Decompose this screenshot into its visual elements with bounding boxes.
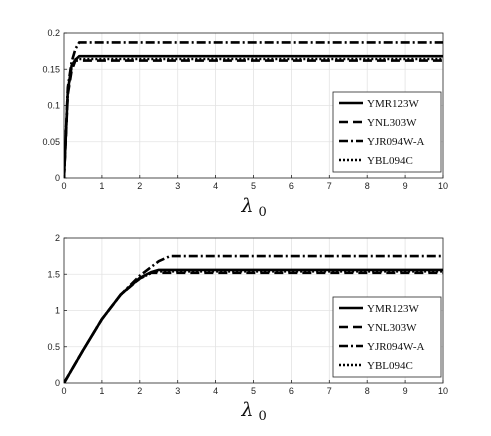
legend-label-YBL094C: YBL094C xyxy=(367,360,413,372)
series-line-YBL094C xyxy=(64,270,443,383)
x-tick-label: 3 xyxy=(175,386,180,396)
legend-box xyxy=(332,91,442,173)
y-tick-label: 0.2 xyxy=(47,28,60,38)
series-line-YNL303W xyxy=(64,59,443,178)
x-axis-label-subscript: 0 xyxy=(259,409,267,424)
x-tick-label: 8 xyxy=(365,181,370,191)
legend: YMR123W YNL303W YJR094W-A YBL094C xyxy=(332,296,442,378)
x-tick-label: 4 xyxy=(213,181,218,191)
x-tick-label: 0 xyxy=(61,181,66,191)
y-tick-label: 1 xyxy=(55,306,60,316)
y-tick-label: 0.15 xyxy=(42,64,60,74)
series-line-YBL094C xyxy=(64,57,443,178)
legend-box xyxy=(332,296,442,378)
x-tick-label: 2 xyxy=(137,386,142,396)
y-tick-label: 0.05 xyxy=(42,137,60,147)
x-axis-label: λ xyxy=(240,399,253,421)
x-tick-label: 8 xyxy=(365,386,370,396)
x-tick-label: 7 xyxy=(327,181,332,191)
legend-label-YJR094W-A: YJR094W-A xyxy=(367,341,425,353)
x-axis-label-subscript: 0 xyxy=(259,205,267,220)
x-tick-label: 0 xyxy=(61,386,66,396)
x-tick-label: 10 xyxy=(438,386,448,396)
x-tick-label: 1 xyxy=(99,386,104,396)
x-tick-label: 10 xyxy=(438,181,448,191)
legend: YMR123W YNL303W YJR094W-A YBL094C xyxy=(332,91,442,173)
legend-label-YNL303W: YNL303W xyxy=(367,322,417,334)
legend-label-YMR123W: YMR123W xyxy=(367,303,420,315)
x-tick-label: 6 xyxy=(289,181,294,191)
x-axis-label: λ xyxy=(240,195,253,217)
x-tick-label: 9 xyxy=(403,386,408,396)
y-tick-label: 0 xyxy=(55,173,60,183)
x-tick-label: 5 xyxy=(251,181,256,191)
y-tick-label: 0.1 xyxy=(47,101,60,111)
legend-label-YJR094W-A: YJR094W-A xyxy=(367,136,425,148)
legend-label-YMR123W: YMR123W xyxy=(367,98,420,110)
legend-label-YBL094C: YBL094C xyxy=(367,155,413,167)
y-tick-label: 1.5 xyxy=(47,269,60,279)
y-tick-label: 0.5 xyxy=(47,342,60,352)
y-tick-label: 0 xyxy=(55,378,60,388)
x-tick-label: 3 xyxy=(175,181,180,191)
x-tick-label: 5 xyxy=(251,386,256,396)
x-tick-label: 4 xyxy=(213,386,218,396)
series-line-YJR094W-A xyxy=(64,41,443,178)
series-line-YJR094W-A xyxy=(64,254,443,383)
x-tick-label: 7 xyxy=(327,386,332,396)
x-tick-label: 1 xyxy=(99,181,104,191)
x-tick-label: 2 xyxy=(137,181,142,191)
legend-label-YNL303W: YNL303W xyxy=(367,117,417,129)
y-tick-label: 2 xyxy=(55,233,60,243)
x-tick-label: 9 xyxy=(403,181,408,191)
x-tick-label: 6 xyxy=(289,386,294,396)
